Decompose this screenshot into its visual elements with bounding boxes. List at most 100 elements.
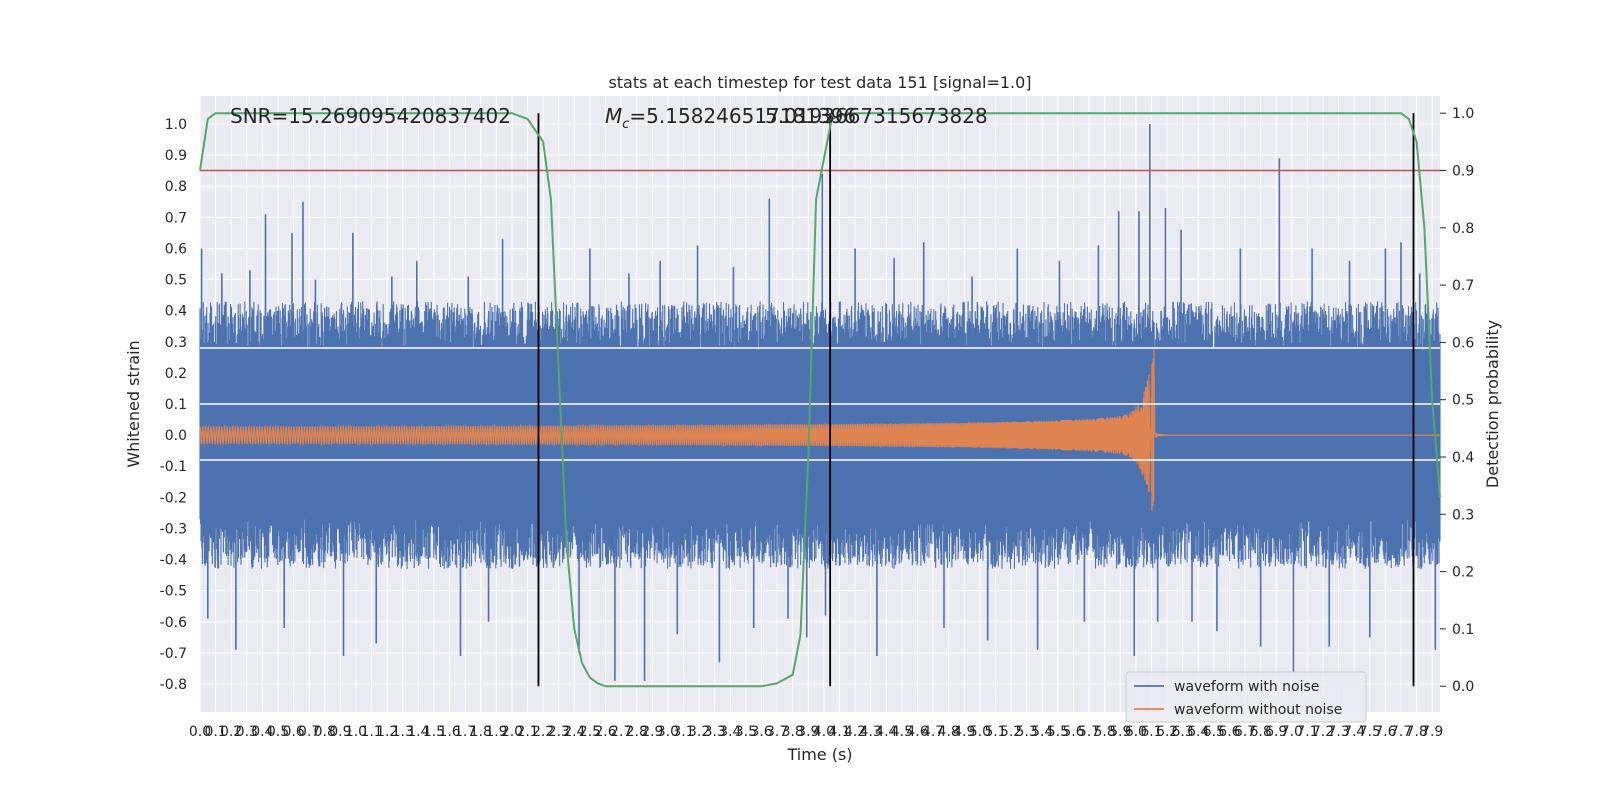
legend-label-noise: waveform with noise	[1174, 679, 1319, 695]
clean-waveform-line	[199, 347, 1440, 511]
x-tick-label: 3.3	[704, 724, 726, 740]
x-tick-label: 5.2	[1000, 724, 1022, 740]
y-right-tick-label: 0.7	[1452, 278, 1474, 294]
y-left-tick-label: -0.4	[160, 553, 187, 569]
overlapping-annotation: 5.0193667315673828	[765, 104, 988, 128]
legend: waveform with noise waveform without noi…	[1125, 671, 1367, 723]
x-tick-label: 6.5	[1203, 724, 1225, 740]
x-tick-label: 4.3	[860, 724, 882, 740]
x-tick-label: 5.5	[1047, 724, 1069, 740]
x-tick-label: 0.1	[204, 724, 226, 740]
x-tick-label: 7.6	[1374, 724, 1396, 740]
x-tick-label: 2.1	[516, 724, 538, 740]
x-tick-label: 3.8	[782, 724, 804, 740]
x-tick-label: 4.7	[922, 724, 944, 740]
x-tick-label: 0.7	[298, 724, 320, 740]
x-tick-label: 0.0	[189, 724, 211, 740]
x-tick-label: 1.6	[438, 724, 460, 740]
y-left-tick-label: -0.5	[160, 584, 187, 600]
x-tick-label: 1.1	[360, 724, 382, 740]
x-tick-label: 1.4	[407, 724, 429, 740]
x-tick-label: 6.6	[1218, 724, 1240, 740]
x-tick-label: 7.5	[1359, 724, 1381, 740]
y-axis-left-label: Whitened strain	[124, 340, 143, 467]
chirp-mass-annotation: Mc=5.158246517181396	[605, 104, 856, 132]
y-left-tick-label: 0.9	[165, 148, 187, 164]
x-tick-label: 6.1	[1140, 724, 1162, 740]
x-tick-label: 4.2	[844, 724, 866, 740]
x-tick-label: 3.1	[672, 724, 694, 740]
x-tick-label: 2.8	[626, 724, 648, 740]
x-tick-label: 2.6	[594, 724, 616, 740]
x-tick-label: 6.2	[1156, 724, 1178, 740]
x-tick-label: 5.1	[984, 724, 1006, 740]
y-right-tick-label: 0.0	[1452, 679, 1474, 695]
y-left-tick-label: -0.6	[160, 615, 187, 631]
x-tick-label: 2.9	[641, 724, 663, 740]
x-tick-label: 0.9	[329, 724, 351, 740]
x-tick-label: 2.5	[579, 724, 601, 740]
x-tick-label: 4.6	[906, 724, 928, 740]
y-axis-left-ticks: -0.8 -0.7 -0.6 -0.5 -0.4 -0.3 -0.2 -0.1 0.0 0.1 0.…	[160, 117, 187, 693]
x-tick-label: 6.0	[1125, 724, 1147, 740]
y-right-tick-label: 0.3	[1452, 507, 1474, 523]
x-tick-label: 3.2	[688, 724, 710, 740]
y-axis-right-label: Detection probability	[1483, 320, 1502, 488]
y-left-tick-label: 0.2	[165, 366, 187, 382]
y-left-tick-label: 0.6	[165, 241, 187, 257]
series-waveform-with-noise	[199, 124, 1441, 681]
y-right-tick-label: 0.2	[1452, 565, 1474, 581]
x-tick-label: 1.7	[454, 724, 476, 740]
x-tick-label: 2.2	[532, 724, 554, 740]
x-tick-label: 3.6	[750, 724, 772, 740]
x-tick-label: 7.8	[1405, 724, 1427, 740]
x-tick-label: 4.1	[828, 724, 850, 740]
x-tick-label: 4.4	[875, 724, 897, 740]
reference-lines	[200, 113, 1440, 687]
x-tick-label: 3.4	[719, 724, 741, 740]
y-left-tick-label: 0.0	[165, 428, 187, 444]
y-left-tick-label: 0.8	[165, 179, 187, 195]
x-tick-label: 6.9	[1265, 724, 1287, 740]
x-tick-label: 6.4	[1187, 724, 1209, 740]
x-tick-label: 1.0	[345, 724, 367, 740]
x-tick-label: 0.5	[267, 724, 289, 740]
y-left-tick-label: 0.1	[165, 397, 187, 413]
y-left-tick-label: -0.7	[160, 646, 187, 662]
y-left-tick-label: 0.4	[165, 304, 187, 320]
x-tick-label: 0.4	[251, 724, 273, 740]
x-tick-label: 3.9	[797, 724, 819, 740]
y-left-tick-label: -0.2	[160, 490, 187, 506]
chart-title: stats at each timestep for test data 151…	[608, 73, 1031, 92]
x-tick-label: 2.3	[548, 724, 570, 740]
series-waveform-without-noise	[199, 347, 1440, 511]
x-tick-label: 7.7	[1390, 724, 1412, 740]
x-tick-label: 7.1	[1296, 724, 1318, 740]
y-left-tick-label: 1.0	[165, 117, 187, 133]
x-tick-label: 5.0	[969, 724, 991, 740]
legend-box	[1125, 671, 1367, 723]
y-left-tick-label: -0.3	[160, 521, 187, 537]
x-tick-label: 6.8	[1249, 724, 1271, 740]
x-tick-label: 5.9	[1109, 724, 1131, 740]
y-right-tick-label: 0.1	[1452, 622, 1474, 638]
x-tick-label: 5.4	[1031, 724, 1053, 740]
x-tick-label: 7.9	[1421, 724, 1443, 740]
y-right-tick-label: 0.8	[1452, 221, 1474, 237]
x-axis-ticks: 0.00.10.20.30.40.50.60.70.80.91.01.11.21…	[189, 724, 1443, 740]
y-right-tick-label: 1.0	[1452, 106, 1474, 122]
y-right-tick-label: 0.5	[1452, 393, 1474, 409]
x-tick-label: 7.3	[1327, 724, 1349, 740]
detection-probability-line	[199, 112, 1441, 688]
x-tick-label: 6.7	[1234, 724, 1256, 740]
x-tick-label: 4.5	[891, 724, 913, 740]
x-tick-label: 5.8	[1094, 724, 1116, 740]
x-tick-label: 3.7	[766, 724, 788, 740]
x-tick-label: 4.0	[813, 724, 835, 740]
y-left-tick-label: 0.5	[165, 273, 187, 289]
x-tick-label: 6.3	[1172, 724, 1194, 740]
x-tick-label: 4.9	[953, 724, 975, 740]
snr-annotation: SNR=15.269095420837402	[230, 104, 511, 128]
y-left-tick-label: 0.3	[165, 335, 187, 351]
